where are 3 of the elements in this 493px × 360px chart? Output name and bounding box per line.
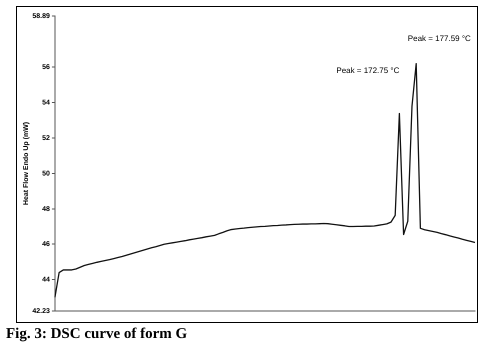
annotation: Peak = 172.75 °C [336, 66, 400, 76]
text: Fig. 3: DSC curve of form G [6, 326, 188, 343]
annotation: Peak = 177.59 °C [408, 34, 472, 43]
